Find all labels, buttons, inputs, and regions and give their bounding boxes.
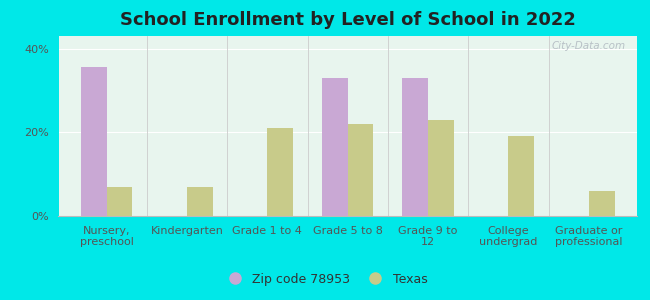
Bar	[402, 78, 428, 216]
Bar	[508, 136, 534, 216]
Bar	[428, 120, 454, 216]
Text: City-Data.com: City-Data.com	[551, 41, 625, 51]
Bar	[81, 68, 107, 216]
Bar	[187, 187, 213, 216]
Bar	[589, 191, 614, 216]
Legend: Zip code 78953, Texas: Zip code 78953, Texas	[217, 268, 433, 291]
Bar	[348, 124, 374, 216]
Bar	[322, 78, 348, 216]
Bar	[107, 187, 133, 216]
Bar	[267, 128, 293, 216]
Title: School Enrollment by Level of School in 2022: School Enrollment by Level of School in …	[120, 11, 576, 29]
